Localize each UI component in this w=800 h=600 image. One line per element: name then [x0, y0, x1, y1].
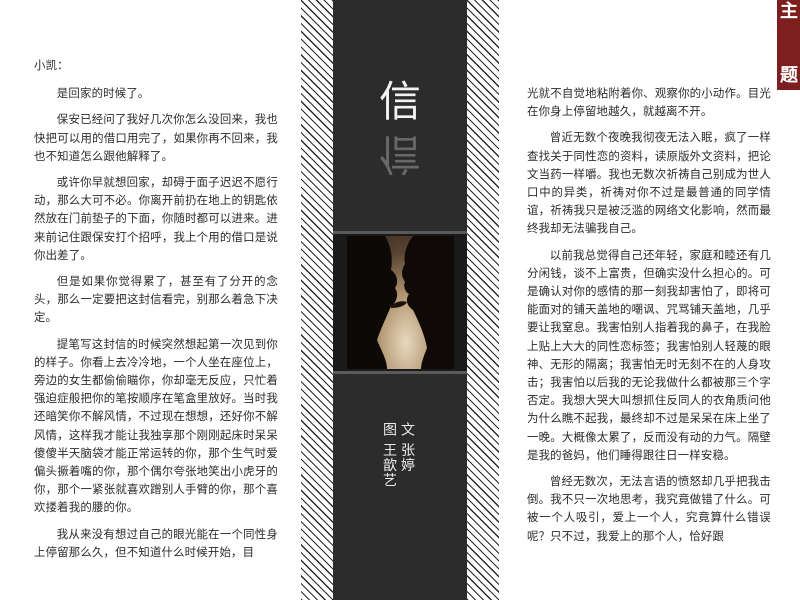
letter-paragraph: 或许你早就想回家，却碍于面子迟迟不愿行动，那么大可不必。你离开前扔在地上的钥匙依… — [34, 175, 278, 262]
diagonal-stripe-left — [301, 0, 333, 600]
letter-paragraph: 保安已经问了我好几次你怎么没回来，我也快把可以用的借口用完了，如果你再不回来，我… — [34, 112, 278, 163]
section-tab-top-char: 主 — [780, 1, 798, 22]
letter-paragraph: 提笔写这封信的时候突然想起第一次见到你的样子。你看上去冷冷地，一个人坐在座位上，… — [34, 336, 278, 515]
photo-frame-top-line — [333, 231, 467, 234]
credit-author: 文 张婷 — [399, 422, 415, 473]
photo-frame-bottom-line — [333, 371, 467, 374]
article-title: 信 — [378, 77, 421, 126]
couple-silhouette-photo — [347, 236, 454, 369]
diagonal-stripe-right — [467, 0, 499, 600]
letter-salutation: 小凯： — [34, 58, 69, 72]
letter-left-column: 小凯： 是回家的时候了。 保安已经问了我好几次你怎么没回来，我也快把可以用的借口… — [34, 56, 278, 569]
letter-paragraph: 曾近无数个夜晚我彻夜无法入眠，疯了一样查找关于同性恋的资料，读原版外文资料，把论… — [527, 130, 771, 236]
letter-paragraph-continuation: 光就不自觉地粘附着你、观察你的小动作。目光在你身上停留地越久，就越离不开。 — [527, 86, 771, 119]
letter-paragraph: 曾经无数次，无法言语的愤怒却几乎把我击倒。我不只一次地思考，我究竟做错了什么。可… — [527, 474, 771, 543]
letter-paragraph: 我从来没有想过自己的眼光能在一个同性身上停留那么久，但不知道什么时候开始，目 — [34, 526, 278, 559]
section-tab: 主 题 — [777, 0, 800, 90]
letter-paragraph: 但是如果你觉得累了，甚至有了分开的念头，那么一定要把这封信看完，别那么着急下决定… — [34, 274, 278, 325]
article-credits: 文 张婷 图 王歆艺 — [380, 422, 416, 487]
article-title-reflection: 信 — [378, 130, 421, 179]
letter-right-column: 光就不自觉地粘附着你、观察你的小动作。目光在你身上停留地越久，就越离不开。 曾近… — [527, 84, 771, 553]
credit-photographer: 图 王歆艺 — [381, 422, 397, 488]
letter-paragraph: 是回家的时候了。 — [56, 86, 150, 101]
couple-silhouette-icon — [347, 236, 454, 369]
section-tab-bottom-char: 题 — [780, 65, 798, 86]
letter-paragraph: 以前我总觉得自己还年轻，家庭和睦还有几分闲钱，谈不上富贵，但确实没什么担心的。可… — [527, 247, 771, 462]
